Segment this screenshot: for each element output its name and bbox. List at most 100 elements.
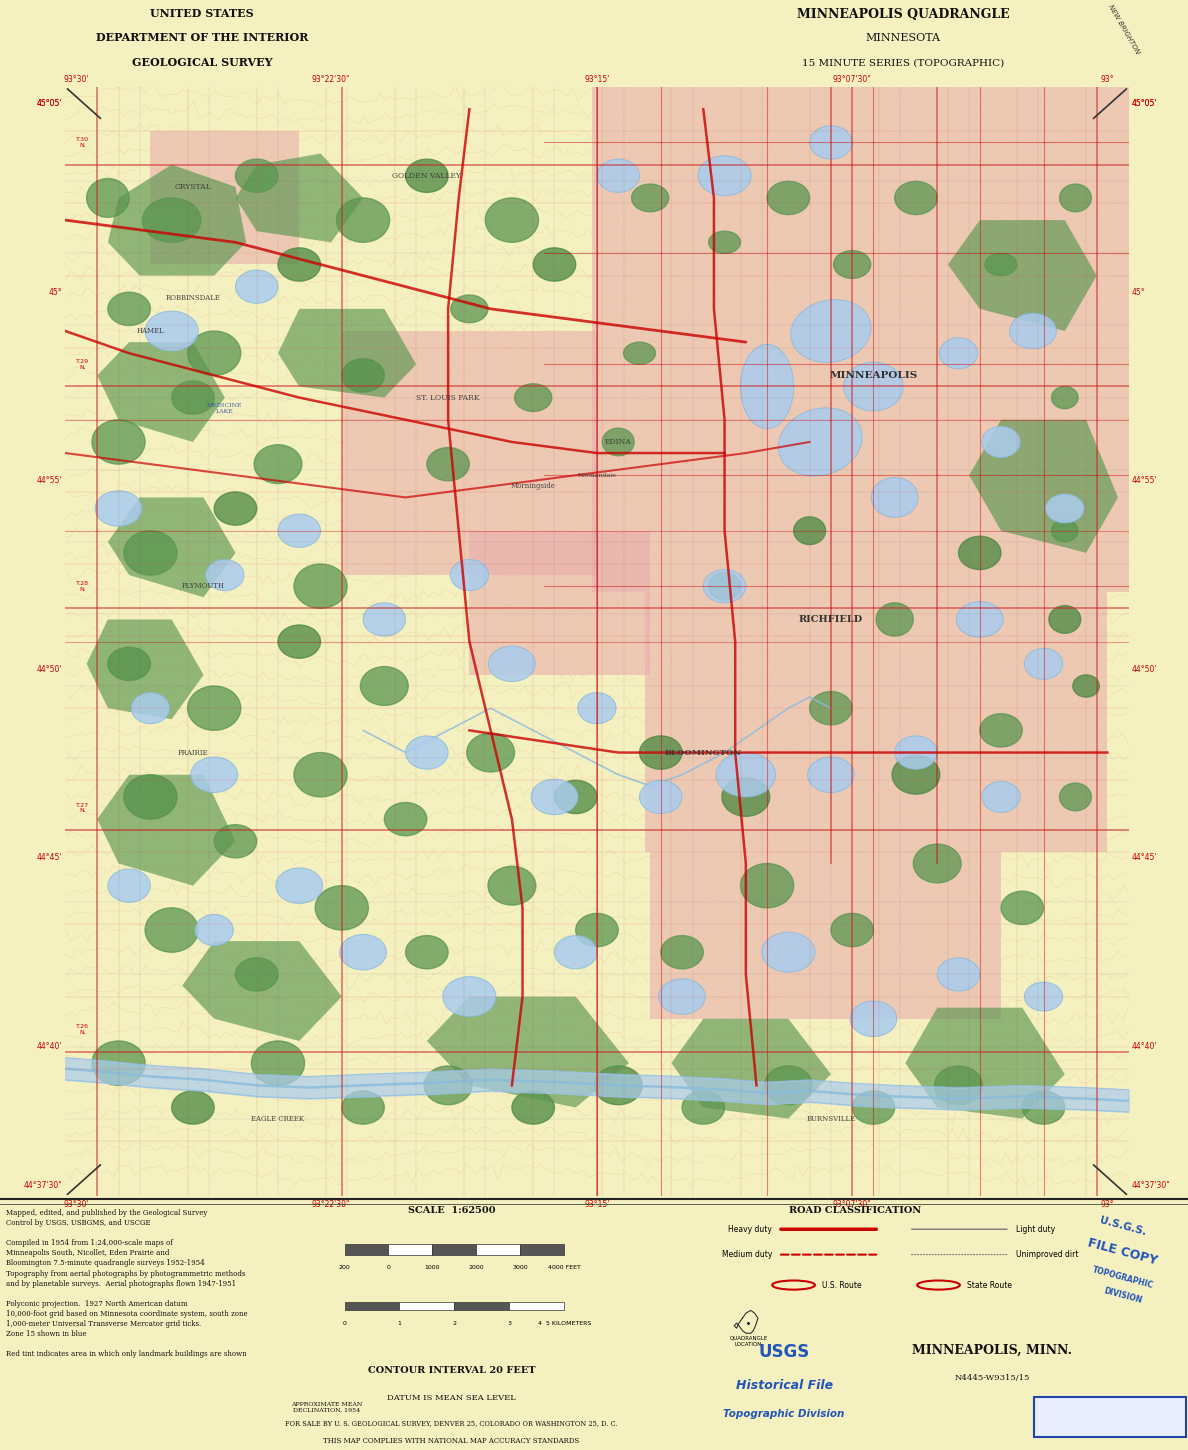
- Text: 4  5 KILOMETERS: 4 5 KILOMETERS: [538, 1321, 590, 1325]
- Ellipse shape: [577, 693, 617, 724]
- Ellipse shape: [405, 160, 448, 193]
- Ellipse shape: [342, 1090, 385, 1124]
- Text: 93°: 93°: [1100, 1199, 1114, 1209]
- Ellipse shape: [293, 564, 347, 609]
- Ellipse shape: [1051, 519, 1078, 542]
- Text: DIVISION: DIVISION: [1102, 1286, 1143, 1305]
- Ellipse shape: [488, 647, 536, 682]
- Ellipse shape: [1024, 982, 1063, 1011]
- Ellipse shape: [762, 932, 815, 972]
- Ellipse shape: [708, 573, 740, 600]
- Polygon shape: [650, 853, 1001, 1019]
- Text: 45°: 45°: [49, 287, 62, 297]
- Text: T.26
N.: T.26 N.: [76, 1025, 89, 1035]
- Ellipse shape: [914, 844, 961, 883]
- Ellipse shape: [131, 693, 170, 724]
- Text: THIS MAP COMPLIES WITH NATIONAL MAP ACCURACY STANDARDS: THIS MAP COMPLIES WITH NATIONAL MAP ACCU…: [323, 1437, 580, 1446]
- Text: 93°07'30": 93°07'30": [833, 74, 872, 84]
- Ellipse shape: [1051, 387, 1078, 409]
- Ellipse shape: [486, 199, 538, 242]
- Text: 0: 0: [342, 1321, 347, 1325]
- Text: T.29
N.: T.29 N.: [76, 360, 89, 370]
- Text: 2: 2: [453, 1321, 456, 1325]
- Text: PLYMOUTH: PLYMOUTH: [182, 581, 225, 590]
- Text: 44°45': 44°45': [1132, 854, 1157, 863]
- Text: ROAD CLASSIFICATION: ROAD CLASSIFICATION: [789, 1206, 922, 1215]
- Text: 44°50': 44°50': [37, 666, 62, 674]
- Ellipse shape: [594, 1066, 643, 1105]
- Ellipse shape: [632, 184, 669, 212]
- Text: 45°05': 45°05': [37, 99, 62, 109]
- Text: 45°05': 45°05': [1132, 99, 1157, 109]
- Ellipse shape: [810, 692, 852, 725]
- Text: 44°55': 44°55': [1132, 476, 1157, 486]
- Text: ST. LOUIS PARK: ST. LOUIS PARK: [416, 393, 480, 402]
- Text: Mapped, edited, and published by the Geological Survey
Control by USGS, USBGMS, : Mapped, edited, and published by the Geo…: [6, 1209, 247, 1359]
- Text: HAMEL: HAMEL: [137, 328, 164, 335]
- Text: Normandale: Normandale: [577, 473, 617, 477]
- Ellipse shape: [533, 248, 576, 281]
- Ellipse shape: [195, 915, 233, 945]
- Text: T.30
N.: T.30 N.: [76, 138, 89, 148]
- Ellipse shape: [512, 1090, 555, 1124]
- Ellipse shape: [235, 958, 278, 990]
- Ellipse shape: [699, 155, 751, 196]
- Ellipse shape: [940, 338, 978, 368]
- Ellipse shape: [639, 737, 682, 768]
- Text: FILE COPY: FILE COPY: [1086, 1237, 1159, 1267]
- Text: Light duty: Light duty: [1016, 1225, 1055, 1234]
- Ellipse shape: [576, 914, 618, 947]
- Ellipse shape: [235, 160, 278, 193]
- Ellipse shape: [794, 516, 826, 545]
- Polygon shape: [592, 87, 1129, 592]
- Ellipse shape: [124, 774, 177, 819]
- Text: 44°50': 44°50': [1132, 666, 1157, 674]
- Ellipse shape: [1073, 674, 1099, 697]
- Text: FOR SALE BY U. S. GEOLOGICAL SURVEY, DENVER 25, COLORADO OR WASHINGTON 25, D. C.: FOR SALE BY U. S. GEOLOGICAL SURVEY, DEN…: [285, 1420, 618, 1428]
- Ellipse shape: [937, 958, 980, 990]
- Text: Morningside: Morningside: [511, 483, 556, 490]
- Polygon shape: [969, 420, 1118, 552]
- Ellipse shape: [722, 777, 770, 816]
- Text: U.S.G.S.: U.S.G.S.: [1098, 1215, 1148, 1238]
- Ellipse shape: [188, 686, 241, 731]
- Text: ROBBINSDALE: ROBBINSDALE: [165, 294, 220, 302]
- Text: BLOOMINGTON: BLOOMINGTON: [665, 748, 741, 757]
- Ellipse shape: [598, 160, 639, 193]
- Polygon shape: [87, 619, 203, 719]
- Ellipse shape: [315, 886, 368, 929]
- Text: 93°30': 93°30': [63, 74, 89, 84]
- Polygon shape: [108, 165, 246, 276]
- Polygon shape: [278, 309, 416, 397]
- Ellipse shape: [555, 780, 598, 813]
- Ellipse shape: [1049, 606, 1081, 634]
- Text: 44°37'30": 44°37'30": [24, 1180, 62, 1189]
- Text: MINNESOTA: MINNESOTA: [865, 33, 941, 44]
- Ellipse shape: [450, 294, 488, 323]
- Bar: [476, 1244, 520, 1254]
- Ellipse shape: [682, 1090, 725, 1124]
- Ellipse shape: [895, 181, 937, 215]
- Polygon shape: [342, 331, 598, 576]
- Ellipse shape: [1001, 892, 1043, 925]
- Bar: [510, 1302, 564, 1311]
- Bar: [432, 1244, 476, 1254]
- Ellipse shape: [172, 381, 214, 415]
- Ellipse shape: [188, 331, 241, 376]
- Ellipse shape: [791, 300, 871, 362]
- Ellipse shape: [405, 737, 448, 768]
- Text: 45°05': 45°05': [37, 99, 62, 109]
- Ellipse shape: [661, 935, 703, 969]
- Ellipse shape: [342, 358, 385, 392]
- Ellipse shape: [443, 977, 495, 1016]
- Polygon shape: [97, 342, 225, 442]
- Text: 93°22'30": 93°22'30": [312, 1199, 350, 1209]
- Text: CONTOUR INTERVAL 20 FEET: CONTOUR INTERVAL 20 FEET: [367, 1366, 536, 1375]
- Ellipse shape: [985, 254, 1017, 276]
- Ellipse shape: [716, 753, 776, 798]
- Ellipse shape: [385, 802, 426, 835]
- Ellipse shape: [935, 1066, 982, 1105]
- Text: 0: 0: [386, 1264, 391, 1270]
- FancyBboxPatch shape: [1034, 1396, 1186, 1437]
- Text: MINNEAPOLIS, MINN.: MINNEAPOLIS, MINN.: [912, 1343, 1072, 1356]
